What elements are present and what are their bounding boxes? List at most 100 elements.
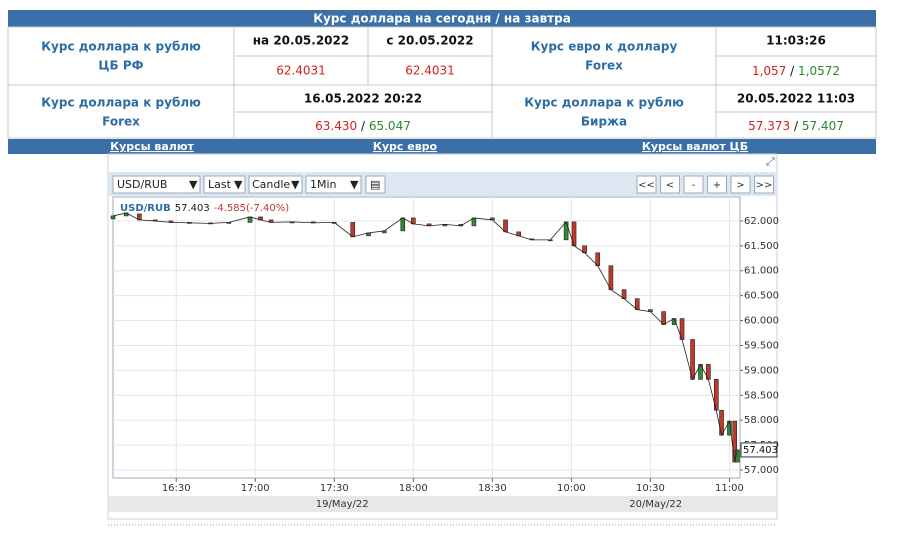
separator: / [790,64,795,78]
x-tick-label: 16:30 [162,483,191,494]
symbol-select[interactable] [112,175,201,194]
rate-label: Курс доллара к рублю [524,96,684,110]
nav-button-label: << [638,180,655,191]
rate-label: Курс доллара к рублю [41,96,201,110]
rate-time: 11:03:26 [766,34,826,48]
bid: 1,057 [752,64,786,78]
interval-select[interactable] [305,175,362,194]
x-tick-label: 18:00 [399,483,428,494]
date-label: 19/May/22 [316,499,369,510]
separator: / [794,119,799,133]
rate-label: ЦБ РФ [98,59,143,73]
x-tick-label: 11:00 [715,483,744,494]
style-select[interactable] [248,175,303,194]
table-button[interactable] [365,175,386,194]
column-head: на 20.05.2022 [253,34,349,48]
link-bar [8,139,876,154]
y-tick-label: 57.000 [744,465,779,476]
candle [563,221,569,241]
rate-pair: 63.430 / 65.047 [315,119,411,133]
y-tick-label: 59.500 [744,340,779,351]
table-title: Курс доллара на сегодня / на завтра [313,12,571,26]
rate-value: 62.4031 [405,64,455,78]
rate-time: 20.05.2022 11:03 [737,92,855,106]
rate-value: 62.4031 [276,64,326,78]
table-icon: ▤ [370,178,380,191]
y-tick-label: 62.000 [744,216,779,227]
candle [350,222,356,238]
nav-button-label: - [692,180,696,191]
date-strip [109,496,776,512]
y-tick-label: 61.000 [744,266,779,277]
x-tick-label: 10:00 [557,483,586,494]
x-tick-label: 18:30 [478,483,507,494]
candle [400,217,406,232]
rate-pair: 57.373 / 57.407 [748,119,844,133]
rate-time: 16.05.2022 20:22 [304,92,422,106]
nav-button-label: >> [756,180,773,191]
x-tick-label: 17:00 [241,483,270,494]
nav-button-label: < [666,180,674,191]
dropdown-arrow: ▼ [291,178,300,191]
ask: 57.407 [802,119,844,133]
rate-label: Биржа [581,115,627,129]
candle [661,311,666,325]
ask: 65.047 [369,119,411,133]
date-label: 20/May/22 [629,499,682,510]
dropdown-arrow: ▼ [350,178,359,191]
expand-icon[interactable]: ⤢ [766,155,775,168]
legend-part: -4.585(-7.40%) [214,203,290,214]
y-tick-label: 61.500 [744,241,779,252]
rate-label: Forex [585,59,623,73]
plot-area [112,196,741,479]
rate-pair: 1,057 / 1,0572 [752,64,840,78]
bid: 57.373 [748,119,790,133]
y-tick-label: 59.000 [744,365,779,376]
table-header [8,10,876,27]
nav-link[interactable]: Курс евро [373,140,438,153]
separator: / [361,119,366,133]
candle [719,409,724,436]
candle [595,252,601,267]
symbol-select-text: USD/RUB [117,178,167,191]
nav-button[interactable] [660,175,680,194]
rate-label: Курс евро к доллару [531,40,678,54]
chart-legend: USD/RUB 57.403 -4.585(-7.40%) [120,203,289,214]
y-tick-label: 60.500 [744,291,779,302]
nav-button[interactable] [683,175,704,194]
x-tick-label: 17:30 [320,483,349,494]
nav-button-label: > [736,180,744,191]
dropdown-arrow: ▼ [234,178,243,191]
rate-label: Курс доллара к рублю [41,40,201,54]
price-select-text: Last [208,178,232,191]
y-tick-label: 60.000 [744,316,779,327]
close-line [112,212,738,463]
table-grid [7,26,877,139]
nav-button-label: + [713,180,721,191]
x-tick-label: 10:30 [636,483,665,494]
column-head: с 20.05.2022 [386,34,473,48]
nav-button[interactable] [636,175,657,194]
nav-link[interactable]: Курсы валют [110,140,194,153]
candle [247,216,253,223]
nav-button[interactable] [754,175,774,194]
candle [608,265,614,290]
legend-part: 57.403 [175,203,210,214]
last-price-label: 57.403 [743,445,778,456]
style-select-text: Candle [252,178,290,191]
last-price-box [740,442,778,458]
candle [110,215,116,220]
nav-button[interactable] [707,175,727,194]
legend-part: USD/RUB [120,203,171,214]
nav-button[interactable] [730,175,751,194]
nav-link[interactable]: Курсы валют ЦБ [642,140,748,153]
dropdown-arrow: ▼ [189,178,198,191]
price-select[interactable] [203,175,246,194]
rate-label: Forex [102,115,140,129]
bid: 63.430 [315,119,357,133]
y-tick-label: 58.000 [744,415,779,426]
ask: 1,0572 [798,64,840,78]
y-tick-label: 58.500 [744,390,779,401]
interval-select-text: 1Min [310,178,337,191]
